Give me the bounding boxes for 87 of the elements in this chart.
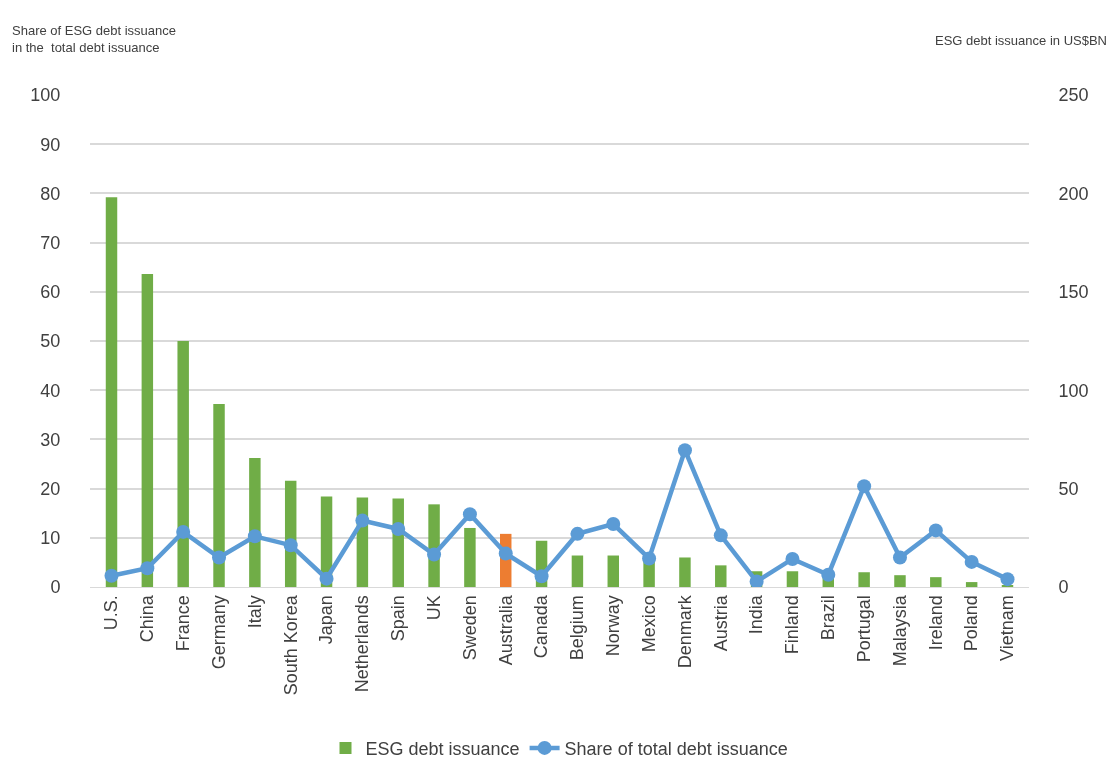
point: [857, 479, 872, 494]
bar: [571, 555, 584, 587]
point: [355, 513, 370, 528]
bar: [679, 557, 691, 587]
point: [964, 554, 979, 569]
x-tick-label: South Korea: [280, 594, 301, 696]
x-tick-label: Australia: [495, 594, 516, 666]
x-tick-label: Italy: [244, 595, 265, 629]
x-tick-label: Germany: [208, 595, 229, 670]
y-tick-label: 70: [40, 232, 61, 253]
x-tick-label: Portugal: [853, 595, 874, 663]
bar: [464, 527, 476, 587]
x-tick-label: Netherlands: [352, 595, 373, 693]
point: [570, 526, 585, 541]
point: [713, 528, 728, 543]
y-axis-title: Share of ESG debt issuance in the total debt issuance: [12, 23, 177, 55]
y-tick-label: 0: [50, 577, 61, 598]
point: [677, 443, 692, 458]
legend-label: ESG debt issuance: [365, 738, 520, 759]
x-tick-label: Japan: [316, 595, 337, 645]
x-tick-label: Poland: [961, 595, 982, 652]
point: [892, 550, 907, 565]
x-tick-label: UK: [423, 595, 444, 621]
point: [606, 517, 621, 532]
x-tick-label: Belgium: [567, 595, 588, 661]
point: [1000, 572, 1015, 587]
x-tick-label: Brazil: [818, 595, 839, 641]
y-tick-label: 90: [40, 134, 61, 155]
bar: [141, 274, 154, 587]
x-tick-label: Finland: [782, 595, 803, 655]
point: [140, 561, 155, 576]
y-tick-label: 100: [30, 85, 61, 106]
x-tick-label: Austria: [710, 594, 731, 652]
y2-tick-label: 150: [1058, 282, 1089, 303]
bar: [715, 565, 727, 587]
y-tick-label: 80: [40, 183, 61, 204]
y2-axis-title: ESG debt issuance in US$BN: [935, 33, 1107, 48]
point: [928, 523, 943, 538]
x-tick-label: Mexico: [638, 595, 659, 653]
x-tick-label: Malaysia: [889, 594, 910, 667]
x-tick-label: Canada: [531, 594, 552, 659]
point: [427, 547, 442, 562]
y2-tick-label: 250: [1058, 85, 1089, 106]
bar: [858, 572, 870, 587]
x-tick-label: Denmark: [674, 594, 695, 669]
bar: [930, 577, 942, 587]
y-tick-label: 40: [40, 380, 61, 401]
bar: [894, 575, 906, 587]
y2-tick-label: 50: [1058, 478, 1079, 499]
point: [785, 551, 800, 566]
bar: [786, 571, 799, 587]
y-tick-label: 10: [40, 528, 61, 549]
point: [283, 538, 298, 553]
y-tick-label: 30: [40, 429, 61, 450]
y2-tick-label: 0: [1058, 577, 1069, 598]
x-tick-label: France: [173, 595, 194, 652]
x-tick-label: China: [137, 594, 158, 643]
bar: [965, 582, 978, 587]
point: [821, 567, 836, 582]
point: [534, 569, 549, 584]
y2-tick-label: 200: [1058, 183, 1089, 204]
bar: [213, 403, 225, 587]
bar: [249, 458, 261, 587]
point: [104, 568, 119, 583]
x-tick-label: Sweden: [459, 595, 480, 661]
point: [176, 524, 191, 539]
point: [642, 551, 657, 566]
point: [498, 546, 513, 561]
point: [462, 507, 477, 522]
x-tick-label: Norway: [603, 595, 624, 657]
x-tick-label: Spain: [388, 595, 409, 642]
y-tick-label: 50: [40, 331, 61, 352]
y-tick-label: 20: [40, 478, 61, 499]
y2-tick-label: 100: [1058, 380, 1089, 401]
bar: [607, 555, 619, 587]
point: [319, 571, 334, 586]
y-tick-label: 60: [40, 282, 61, 303]
point: [391, 521, 406, 536]
x-tick-label: U.S.: [101, 595, 122, 631]
bar: [177, 341, 189, 587]
legend-label: Share of total debt issuance: [564, 738, 788, 759]
point: [212, 550, 227, 565]
x-tick-label: Vietnam: [997, 595, 1018, 661]
point: [247, 529, 262, 544]
x-tick-label: Ireland: [925, 595, 946, 651]
bar: [105, 197, 118, 587]
x-tick-label: India: [746, 594, 767, 635]
